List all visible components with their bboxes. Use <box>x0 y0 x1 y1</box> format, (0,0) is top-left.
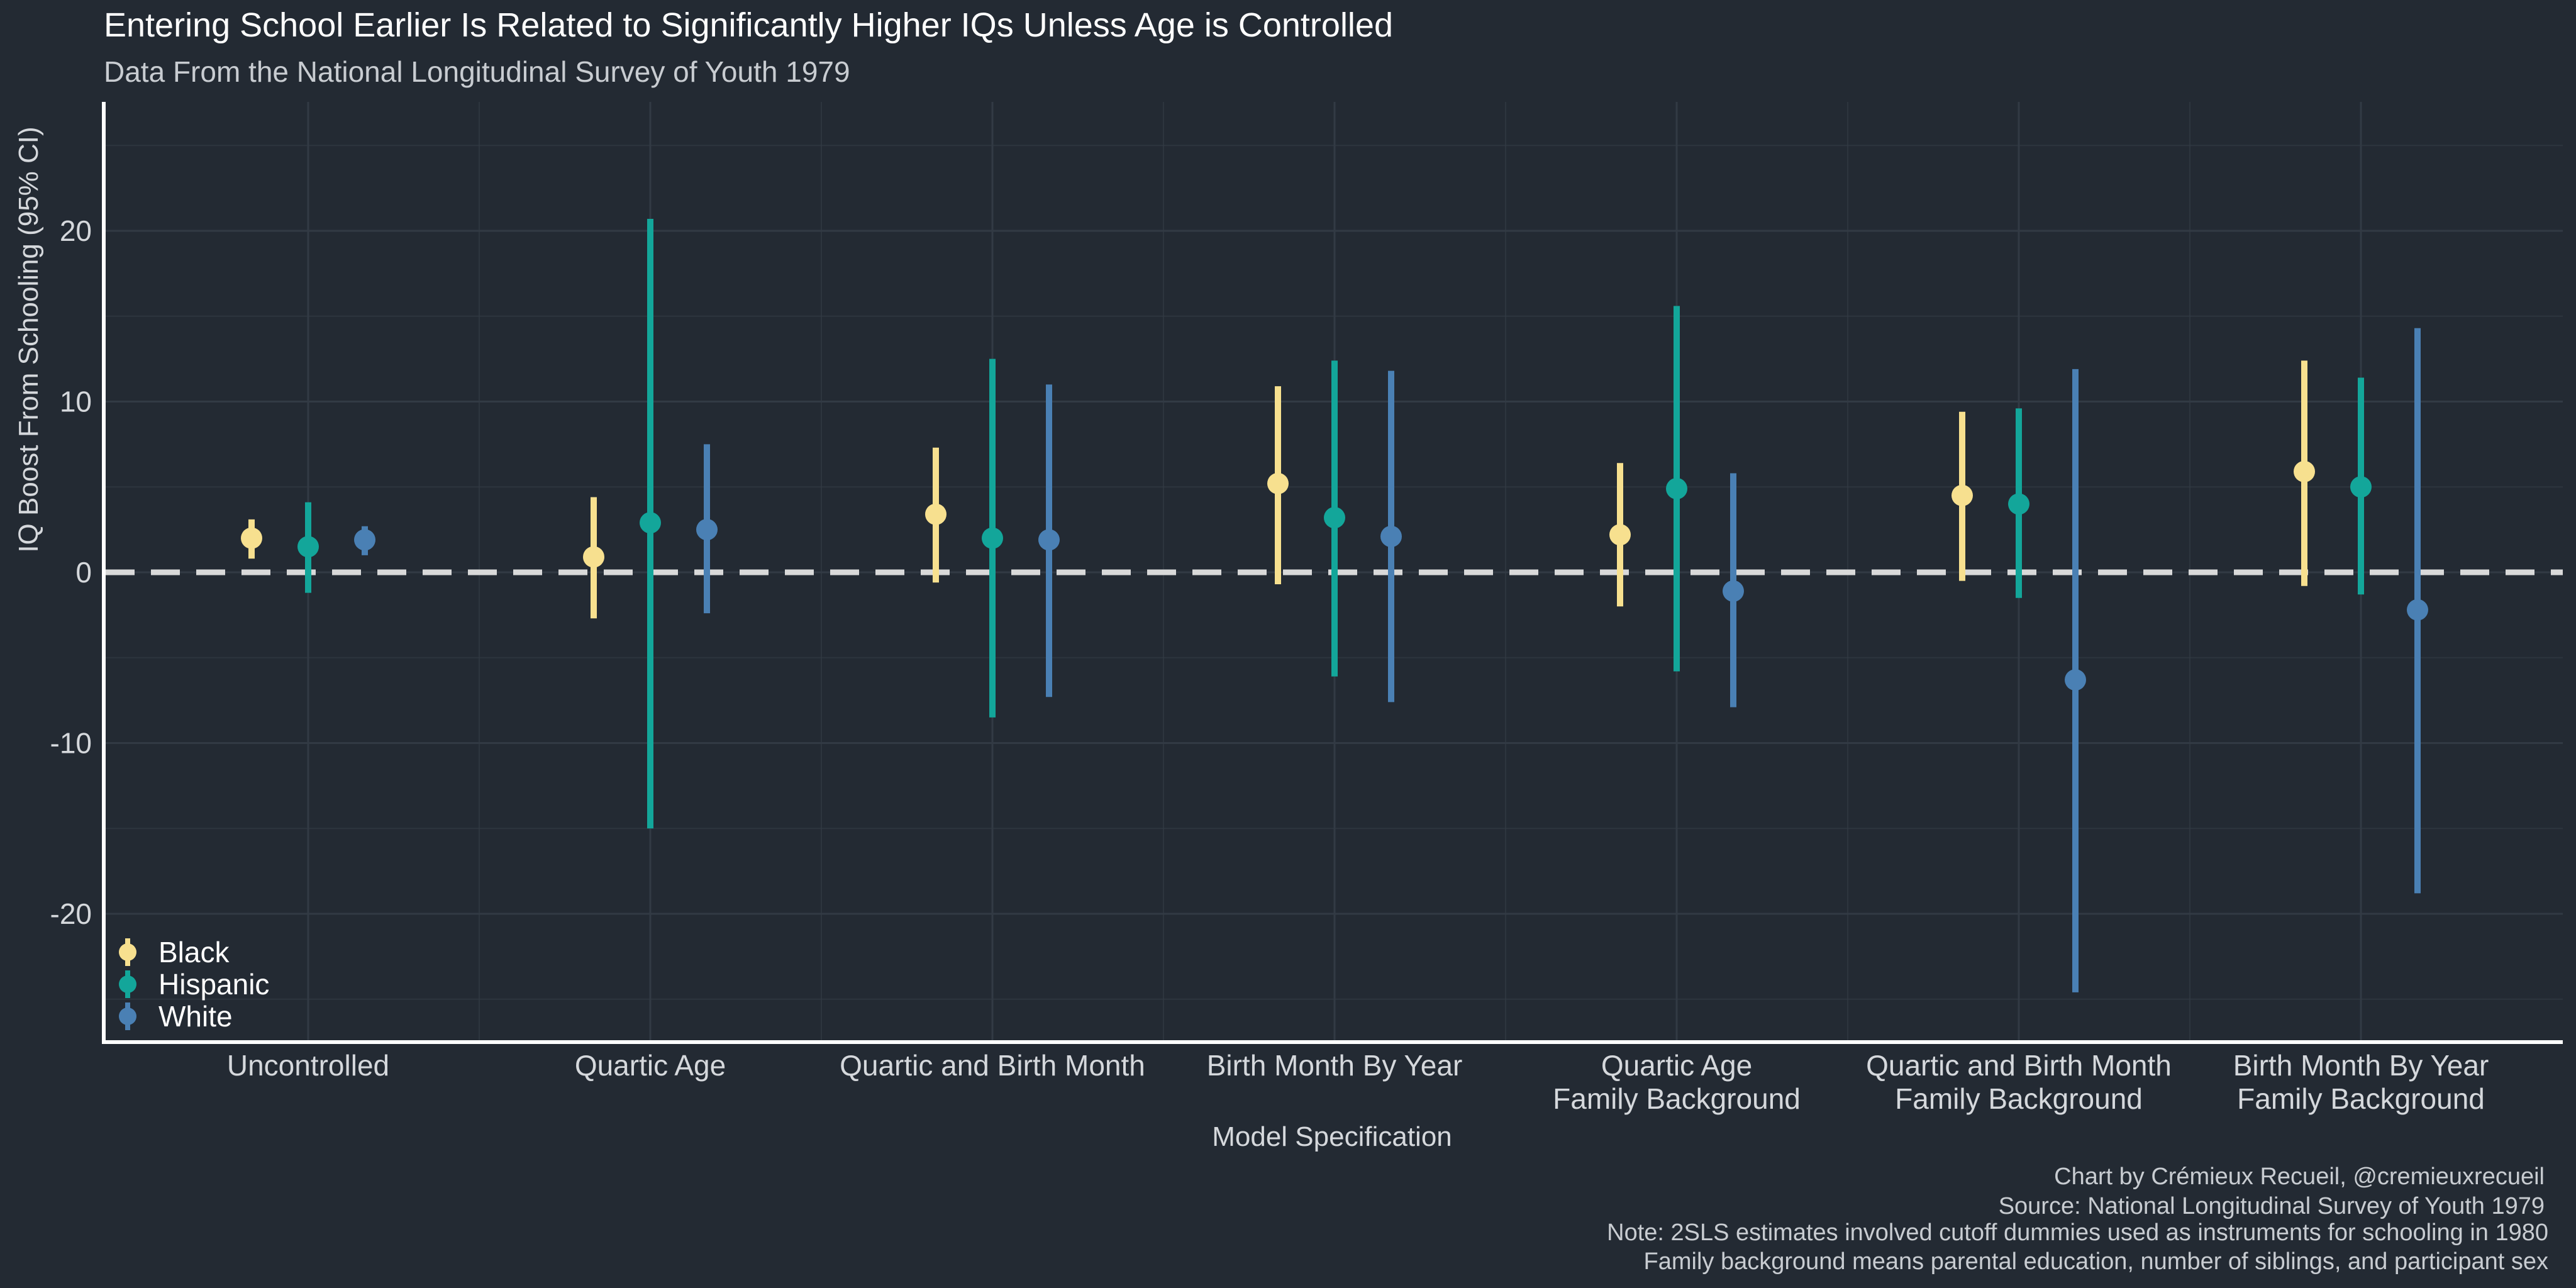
pointrange-hispanic <box>640 218 661 829</box>
legend-label: Hispanic <box>158 968 269 1001</box>
pointrange-black <box>1267 386 1289 585</box>
footnote-credit: Chart by Crémieux Recueil, @cremieuxrecu… <box>2054 1163 2545 1190</box>
pointrange-hispanic <box>297 502 319 593</box>
pointrange-hispanic <box>982 358 1003 718</box>
x-tick-label: Uncontrolled <box>227 1049 389 1082</box>
estimate-point <box>1038 529 1060 551</box>
legend-item-black: Black <box>119 936 230 969</box>
estimate-point <box>2350 476 2372 498</box>
estimate-point <box>1666 477 1687 499</box>
pointrange-white <box>354 526 375 555</box>
legend-key-point <box>119 943 136 961</box>
y-tick-label: 0 <box>75 556 92 589</box>
pointrange-black <box>583 497 604 619</box>
pointrange-hispanic <box>1666 306 1687 672</box>
pointrange-hispanic <box>2350 377 2372 595</box>
legend-item-hispanic: Hispanic <box>119 968 269 1001</box>
estimate-point <box>2008 493 2029 515</box>
pointrange-white <box>1723 473 1744 708</box>
estimate-point <box>241 527 262 549</box>
y-tick-label: 10 <box>60 386 92 418</box>
estimate-point <box>1609 524 1631 546</box>
pointrange-white <box>1380 370 1402 702</box>
legend-label: White <box>158 1000 233 1033</box>
estimate-point <box>640 512 661 534</box>
pointrange-white <box>2407 328 2428 894</box>
footnote-source: Source: National Longitudinal Survey of … <box>1999 1193 2545 1219</box>
estimate-point <box>1267 472 1289 494</box>
estimate-point <box>583 546 604 568</box>
x-tick-label: Quartic and Birth Month <box>840 1049 1145 1082</box>
estimate-point <box>2065 669 2086 691</box>
legend-item-white: White <box>119 1000 233 1033</box>
estimate-point <box>925 503 947 525</box>
legend-key-point <box>119 1008 136 1025</box>
x-tick-label: Family Background <box>2237 1082 2485 1115</box>
pointrange-black <box>241 519 262 559</box>
footnotes: Chart by Crémieux Recueil, @cremieuxrecu… <box>1607 1163 2548 1275</box>
chart-subtitle: Data From the National Longitudinal Surv… <box>104 55 850 88</box>
data-marks <box>241 218 2428 992</box>
x-tick-labels: Uncontrolled Quartic Age Quartic and Birth… <box>227 1049 2489 1115</box>
x-tick-label: Quartic Age <box>575 1049 726 1082</box>
estimate-point <box>982 527 1003 549</box>
axes <box>102 102 2563 1044</box>
estimate-point <box>696 519 718 541</box>
legend-key-point <box>119 975 136 993</box>
pointrange-black <box>2294 360 2315 586</box>
estimate-point <box>354 529 375 551</box>
legend-label: Black <box>158 936 230 969</box>
x-tick-label: Family Background <box>1895 1082 2143 1115</box>
estimate-point <box>1723 580 1744 602</box>
x-tick-label: Birth Month By Year <box>1207 1049 1463 1082</box>
estimate-point <box>1324 507 1345 529</box>
pointrange-black <box>1951 411 1973 581</box>
estimate-point <box>1951 484 1973 506</box>
pointrange-hispanic <box>1324 360 1345 677</box>
estimate-point <box>297 536 319 558</box>
pointrange-white <box>696 444 718 614</box>
pointrange-black <box>925 447 947 583</box>
pointrange-hispanic <box>2008 408 2029 598</box>
footnote-family-background: Family background means parental educati… <box>1644 1248 2548 1275</box>
y-tick-label: -10 <box>50 727 92 760</box>
y-axis-label: IQ Boost From Schooling (95% CI) <box>13 126 44 552</box>
x-tick-label: Birth Month By Year <box>2233 1049 2489 1082</box>
pointrange-white <box>2065 369 2086 992</box>
footnote-method: Note: 2SLS estimates involved cutoff dum… <box>1607 1219 2548 1246</box>
y-tick-label: -20 <box>50 897 92 930</box>
x-axis-label: Model Specification <box>1212 1121 1452 1152</box>
x-tick-label: Family Background <box>1553 1082 1801 1115</box>
x-tick-label: Quartic and Birth Month <box>1866 1049 2172 1082</box>
pointrange-white <box>1038 384 1060 697</box>
estimate-point <box>2407 599 2428 621</box>
estimate-point <box>1380 525 1402 547</box>
x-tick-label: Quartic Age <box>1601 1049 1752 1082</box>
pointrange-black <box>1609 463 1631 607</box>
y-tick-labels: 20 10 0 -10 -20 <box>50 214 92 930</box>
estimate-point <box>2294 460 2315 482</box>
chart-title: Entering School Earlier Is Related to Si… <box>104 6 1393 44</box>
y-tick-label: 20 <box>60 214 92 247</box>
